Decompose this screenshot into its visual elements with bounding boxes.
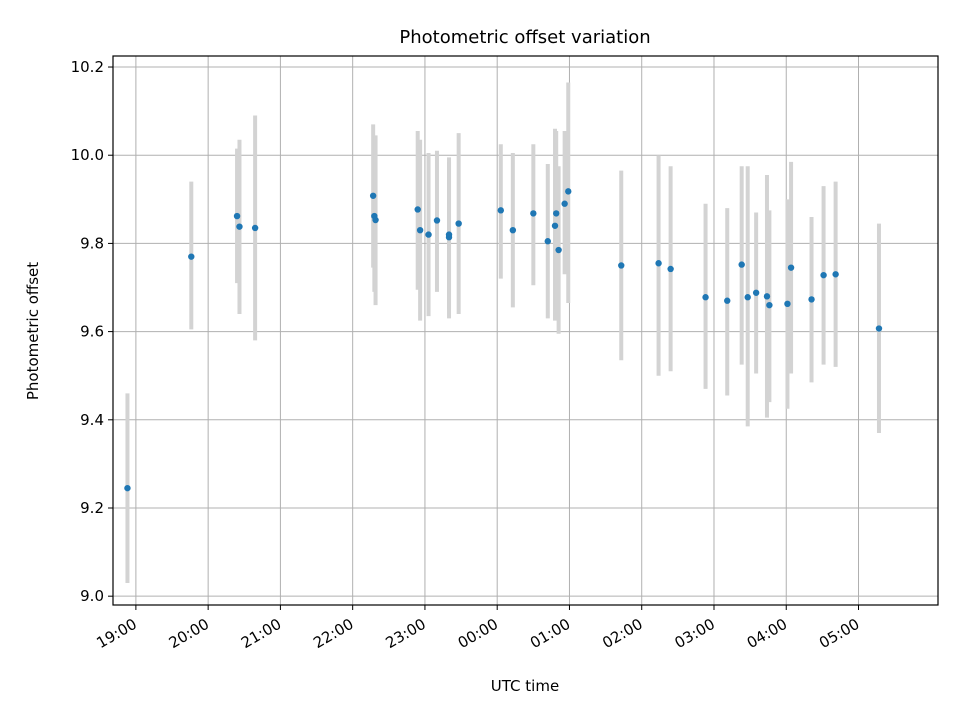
data-point bbox=[555, 246, 562, 254]
data-point bbox=[372, 216, 379, 224]
y-tick-label: 9.4 bbox=[80, 411, 104, 429]
grid bbox=[113, 56, 938, 605]
data-point bbox=[808, 296, 815, 303]
data-point bbox=[832, 271, 839, 278]
chart-title: Photometric offset variation bbox=[399, 27, 650, 48]
y-tick-label: 10.0 bbox=[71, 146, 104, 164]
data-point bbox=[414, 206, 421, 213]
data-point bbox=[667, 265, 674, 273]
y-axis: 9.0 9.2 9.4 9.6 9.8 10.0 10.2 bbox=[71, 58, 113, 605]
data-point bbox=[236, 223, 243, 230]
data-point bbox=[655, 260, 662, 267]
data-point bbox=[124, 484, 131, 492]
data-point bbox=[188, 253, 195, 260]
data-point bbox=[544, 238, 551, 245]
data-point bbox=[553, 210, 560, 217]
data-point bbox=[787, 264, 795, 271]
y-tick-label: 9.0 bbox=[80, 587, 104, 605]
y-tick-label: 9.2 bbox=[80, 499, 104, 517]
data-point bbox=[875, 325, 883, 332]
data-point bbox=[233, 212, 241, 220]
data-point bbox=[416, 226, 424, 234]
data-point bbox=[425, 231, 432, 238]
y-axis-label: Photometric offset bbox=[24, 262, 42, 400]
data-point bbox=[561, 200, 568, 207]
data-point bbox=[763, 293, 771, 300]
data-point bbox=[744, 294, 751, 301]
data-point bbox=[369, 192, 377, 199]
data-point bbox=[724, 297, 731, 304]
x-axis-label: UTC time bbox=[491, 677, 559, 695]
data-point bbox=[618, 262, 625, 269]
data-points bbox=[124, 188, 883, 492]
y-tick-label: 10.2 bbox=[71, 58, 104, 76]
data-point bbox=[820, 271, 827, 279]
data-point bbox=[445, 234, 453, 241]
data-point bbox=[530, 210, 537, 217]
data-point bbox=[509, 226, 517, 234]
data-point bbox=[565, 188, 572, 195]
data-point bbox=[455, 220, 462, 227]
data-point bbox=[251, 224, 259, 232]
data-point bbox=[433, 217, 441, 224]
data-point bbox=[738, 261, 745, 268]
y-tick-label: 9.6 bbox=[80, 323, 104, 341]
y-tick-label: 9.8 bbox=[80, 234, 104, 252]
data-point bbox=[752, 289, 760, 296]
data-point bbox=[551, 222, 559, 229]
data-point bbox=[766, 301, 773, 309]
plot-area-frame bbox=[112, 55, 939, 606]
data-point bbox=[702, 294, 709, 301]
data-point bbox=[784, 300, 791, 308]
data-point bbox=[497, 207, 505, 214]
